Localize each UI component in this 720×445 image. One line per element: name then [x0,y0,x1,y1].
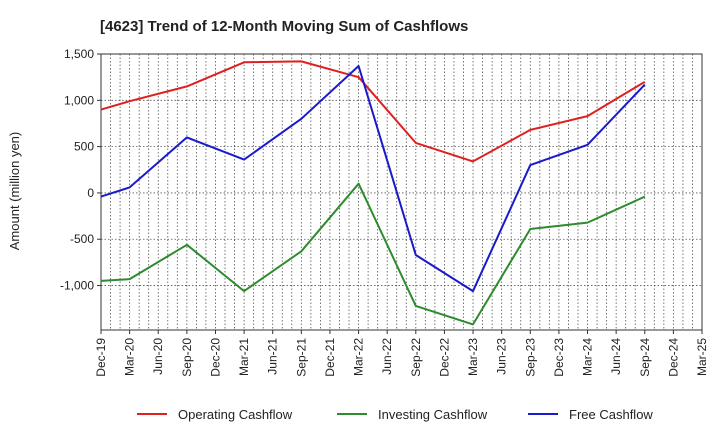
x-tick-label: Dec-22 [437,338,451,377]
x-tick-label: Mar-20 [123,338,137,376]
chart-title: [4623] Trend of 12-Month Moving Sum of C… [100,18,468,35]
x-tick-label: Sep-20 [180,338,194,377]
x-tick-label: Mar-25 [695,338,709,376]
axes: -1,000 -500 0 500 1,000 1,500 Dec-19 Mar-20 Jun-… [60,47,709,377]
y-tick-label: 0 [87,186,94,200]
x-tick-label: Dec-24 [666,338,680,377]
x-tick-label: Sep-22 [409,338,423,377]
x-tick-label: Dec-19 [94,338,108,377]
x-tick-label: Sep-21 [294,338,308,377]
x-tick-label: Jun-24 [609,338,623,375]
y-tick-label: -1,000 [60,279,94,293]
y-tick-label: 500 [74,140,94,154]
y-tick-label: 1,000 [64,93,94,107]
x-tick-label: Mar-22 [352,338,366,376]
legend-label-operating-cashflow: Operating Cashflow [178,407,293,422]
x-tick-label: Jun-22 [380,338,394,375]
legend-label-investing-cashflow: Investing Cashflow [378,407,488,422]
investing-cashflow-line [100,182,646,326]
x-tick-label: Dec-21 [323,338,337,377]
x-tick-label: Jun-20 [151,338,165,375]
grid [100,53,703,330]
x-tick-label: Dec-23 [552,338,566,377]
legend: Operating Cashflow Investing Cashflow Free… [137,407,653,422]
y-tick-label: 1,500 [64,47,94,61]
series [100,60,646,326]
free-cashflow-line [100,65,646,293]
y-axis-title: Amount (million yen) [7,132,22,251]
x-tick-label: Jun-23 [495,338,509,375]
y-tick-label: -500 [70,232,94,246]
x-tick-label: Sep-23 [523,338,537,377]
x-tick-label: Dec-20 [208,338,222,377]
x-tick-label: Mar-21 [237,338,251,376]
plot-frame [100,53,703,331]
x-tick-label: Mar-23 [466,338,480,376]
x-tick-label: Sep-24 [638,338,652,377]
operating-cashflow-line [100,60,646,163]
x-tick-label: Mar-24 [581,338,595,376]
x-tick-label: Jun-21 [266,338,280,375]
legend-label-free-cashflow: Free Cashflow [569,407,653,422]
